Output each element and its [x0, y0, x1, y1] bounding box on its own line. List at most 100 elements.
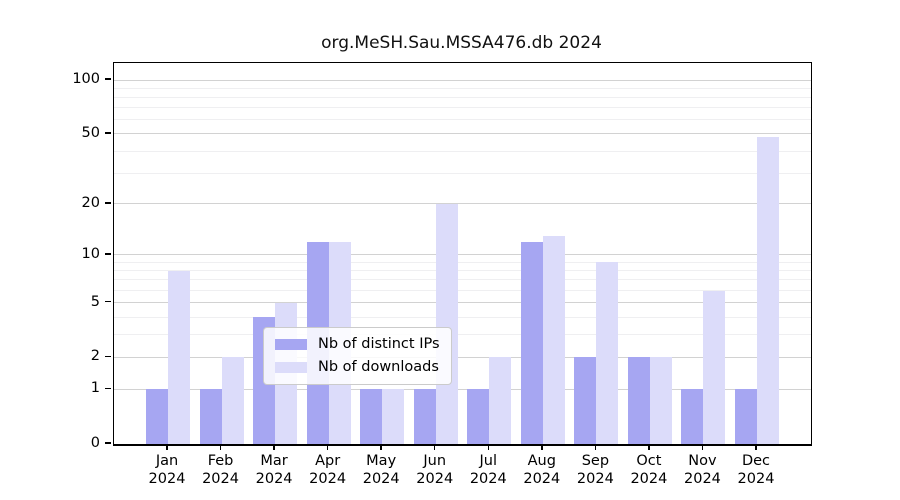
- x-tick-label-line: Aug: [527, 453, 556, 469]
- x-tick-label-line: 2024: [576, 471, 614, 487]
- x-tick-mark: [166, 445, 168, 451]
- y-tick-label: 5: [90, 293, 100, 310]
- legend-item-downloads: Nb of downloads: [275, 359, 440, 375]
- x-tick-label-line: Oct: [636, 453, 662, 469]
- gridline-minor: [114, 172, 811, 174]
- y-tick-mark: [105, 132, 111, 134]
- legend-label-downloads: Nb of downloads: [318, 359, 439, 375]
- y-tick-mark: [105, 442, 111, 444]
- x-tick-mark: [701, 445, 704, 451]
- x-tick-label-line: Jul: [479, 453, 498, 469]
- bar-downloads: [596, 262, 619, 444]
- x-tick-label: Oct 2024: [619, 452, 679, 488]
- x-tick-label: Nov 2024: [672, 452, 732, 488]
- x-tick-label-line: Feb: [207, 453, 234, 469]
- x-tick-label-line: 2024: [469, 471, 507, 487]
- bar-distinct-ips: [467, 389, 490, 444]
- bar-distinct-ips: [627, 357, 650, 444]
- gridline-minor: [114, 334, 811, 336]
- x-tick-label-line: Dec: [741, 453, 771, 469]
- x-tick-label: Jan 2024: [137, 452, 197, 488]
- x-tick-label-line: 2024: [202, 471, 239, 487]
- bar-distinct-ips: [574, 357, 597, 444]
- y-tick-label: 0: [90, 435, 100, 451]
- bar-distinct-ips: [199, 389, 222, 444]
- gridline-minor: [114, 150, 811, 152]
- gridline-major: [114, 388, 811, 390]
- legend-swatch-distinct-ips: [275, 338, 307, 350]
- y-tick-mark: [105, 300, 111, 303]
- bar-distinct-ips: [520, 241, 543, 444]
- x-tick-mark: [273, 445, 275, 451]
- x-tick-label: Apr 2024: [298, 452, 358, 488]
- gridline-major: [114, 203, 811, 205]
- x-tick-mark: [541, 445, 543, 451]
- x-tick-label-line: 2024: [684, 471, 721, 487]
- x-tick-label-line: Apr: [315, 453, 341, 469]
- bar-downloads: [168, 270, 190, 444]
- x-tick-label: Jul 2024: [458, 452, 518, 488]
- y-tick-mark: [105, 253, 111, 255]
- bar-downloads: [757, 137, 779, 444]
- x-tick-label-line: 2024: [416, 471, 454, 487]
- bar-distinct-ips: [681, 389, 704, 444]
- x-tick-label-line: 2024: [309, 471, 347, 487]
- bar-distinct-ips: [413, 389, 436, 444]
- x-tick-label-line: Jan: [155, 453, 179, 469]
- bar-downloads: [489, 357, 512, 444]
- x-tick-mark: [219, 445, 222, 451]
- bar-distinct-ips: [735, 389, 757, 444]
- legend-item-distinct-ips: Nb of distinct IPs: [275, 336, 440, 352]
- x-tick-label-line: 2024: [523, 471, 561, 487]
- gridline-major: [114, 79, 811, 81]
- gridline-minor: [114, 279, 811, 281]
- x-tick-label-line: 2024: [148, 471, 186, 487]
- y-tick-label: 100: [72, 71, 100, 87]
- x-tick-label-line: 2024: [737, 471, 775, 487]
- gridline-minor: [114, 270, 811, 272]
- gridline-major: [114, 254, 811, 256]
- x-tick-label: Jun 2024: [405, 452, 465, 488]
- x-tick-mark: [648, 445, 650, 451]
- legend-label-distinct-ips: Nb of distinct IPs: [318, 336, 440, 352]
- x-tick-mark: [755, 445, 757, 451]
- x-tick-label: May 2024: [351, 452, 411, 488]
- x-tick-label-line: Jun: [423, 453, 447, 469]
- x-tick-label-line: 2024: [362, 471, 400, 487]
- x-tick-label: Mar 2024: [244, 452, 304, 488]
- x-tick-label-line: Nov: [688, 453, 717, 469]
- bar-distinct-ips: [360, 389, 383, 444]
- bar-downloads: [542, 235, 565, 444]
- x-tick-label-line: Mar: [260, 453, 288, 469]
- bar-downloads: [703, 290, 726, 444]
- gridline-minor: [114, 290, 811, 292]
- x-tick-mark: [487, 445, 490, 451]
- y-tick-mark: [105, 355, 111, 358]
- bar-downloads: [649, 357, 672, 444]
- y-tick-mark: [105, 387, 111, 390]
- bar-downloads: [382, 389, 405, 444]
- gridline-minor: [114, 87, 811, 89]
- x-tick-label-line: Sep: [581, 453, 610, 469]
- legend-swatch-downloads: [275, 361, 307, 373]
- plot-area: [113, 62, 812, 446]
- y-tick-label: 2: [90, 348, 100, 365]
- bar-distinct-ips: [146, 389, 168, 444]
- gridline-major: [114, 133, 811, 135]
- gridline-major: [114, 356, 811, 358]
- gridline-major: [114, 302, 811, 304]
- x-tick-label: Feb 2024: [191, 452, 251, 488]
- y-tick-label: 20: [81, 194, 100, 211]
- gridline-minor: [114, 96, 811, 98]
- x-tick-mark: [594, 445, 597, 451]
- x-tick-mark: [433, 445, 436, 451]
- x-tick-mark: [380, 445, 382, 451]
- bar-downloads: [435, 203, 458, 444]
- y-tick-label: 1: [90, 380, 100, 397]
- x-tick-label: Dec 2024: [726, 452, 786, 488]
- x-tick-label-line: 2024: [630, 471, 668, 487]
- gridline-minor: [114, 107, 811, 109]
- gridline-minor: [114, 316, 811, 318]
- gridline-minor: [114, 261, 811, 263]
